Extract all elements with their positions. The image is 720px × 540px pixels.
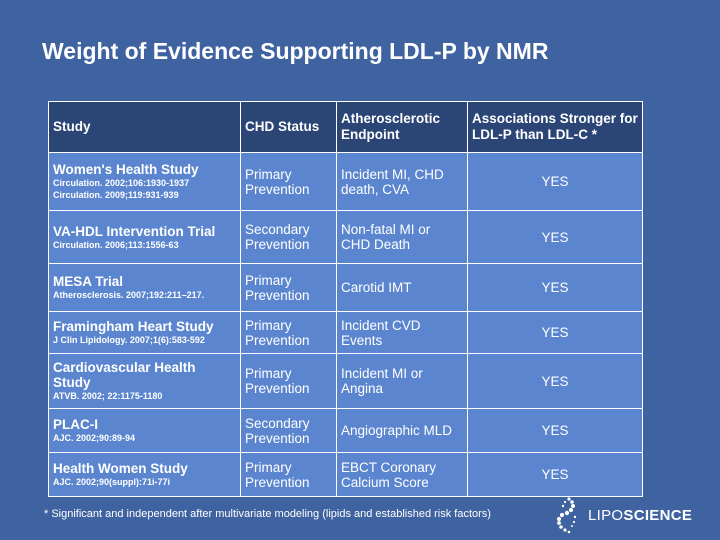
association-cell: YES (467, 353, 643, 409)
study-cell: Framingham Heart Study J Clin Lipidology… (48, 311, 241, 354)
table-row: Health Women Study AJC. 2002;90(suppl):7… (48, 452, 643, 497)
endpoint-cell: Non-fatal MI or CHD Death (336, 210, 468, 264)
table-row: Framingham Heart Study J Clin Lipidology… (48, 311, 643, 354)
study-citation: Circulation. 2009;119:931-939 (53, 190, 179, 200)
study-citation: AJC. 2002;90(suppl):71i-77i (53, 477, 171, 487)
association-cell: YES (467, 408, 643, 453)
endpoint-cell: Incident MI or Angina (336, 353, 468, 409)
table-row: VA-HDL Intervention Trial Circulation. 2… (48, 210, 643, 264)
header-endpoint: Atherosclerotic Endpoint (336, 101, 468, 153)
logo-text-light: LIPO (588, 507, 624, 524)
chd-status-cell: Primary Prevention (240, 263, 337, 312)
chd-status-cell: Primary Prevention (240, 452, 337, 497)
study-name: Health Women Study (53, 461, 188, 476)
study-name: Women's Health Study (53, 162, 199, 177)
study-cell: MESA Trial Atherosclerosis. 2007;192:211… (48, 263, 241, 312)
study-name: Framingham Heart Study (53, 319, 214, 334)
chd-status-cell: Primary Prevention (240, 311, 337, 354)
header-chd-status: CHD Status (240, 101, 337, 153)
study-cell: Cardiovascular Health Study ATVB. 2002; … (48, 353, 241, 409)
chd-status-cell: Secondary Prevention (240, 408, 337, 453)
endpoint-cell: Incident MI, CHD death, CVA (336, 152, 468, 211)
table-row: Women's Health Study Circulation. 2002;1… (48, 152, 643, 211)
study-name: Cardiovascular Health Study (53, 360, 196, 390)
logo-text: LIPOSCIENCE (588, 507, 692, 524)
footnote: * Significant and independent after mult… (44, 508, 491, 520)
study-name: VA-HDL Intervention Trial (53, 223, 216, 239)
table-row: MESA Trial Atherosclerosis. 2007;192:211… (48, 263, 643, 312)
evidence-table: Study CHD Status Atherosclerotic Endpoin… (48, 101, 643, 497)
endpoint-cell: Angiographic MLD (336, 408, 468, 453)
chd-status-cell: Primary Prevention (240, 353, 337, 409)
liposcience-logo: LIPOSCIENCE (548, 496, 698, 534)
association-cell: YES (467, 311, 643, 354)
dna-swirl-icon (557, 497, 577, 534)
chd-status-cell: Primary Prevention (240, 152, 337, 211)
table-row: PLAC-I AJC. 2002;90:89-94 Secondary Prev… (48, 408, 643, 453)
study-cell: Health Women Study AJC. 2002;90(suppl):7… (48, 452, 241, 497)
page-title: Weight of Evidence Supporting LDL-P by N… (42, 38, 549, 64)
endpoint-cell: Incident CVD Events (336, 311, 468, 354)
association-cell: YES (467, 263, 643, 312)
table-row: Cardiovascular Health Study ATVB. 2002; … (48, 353, 643, 409)
study-citation: Circulation. 2002;106:1930-1937 (53, 178, 190, 188)
association-cell: YES (467, 152, 643, 211)
association-cell: YES (467, 210, 643, 264)
association-cell: YES (467, 452, 643, 497)
study-name: MESA Trial (53, 274, 124, 289)
header-association: Associations Stronger for LDL-P than LDL… (467, 101, 643, 153)
study-citation: J Clin Lipidology. 2007;1(6):583-592 (53, 335, 205, 345)
study-citation: Atherosclerosis. 2007;192:211–217. (53, 290, 205, 300)
study-citation: ATVB. 2002; 22:1175-1180 (53, 391, 163, 401)
table-header-row: Study CHD Status Atherosclerotic Endpoin… (48, 101, 643, 153)
study-citation: Circulation. 2006;113:1556-63 (53, 239, 179, 250)
study-cell: VA-HDL Intervention Trial Circulation. 2… (48, 210, 241, 264)
header-study: Study (48, 101, 241, 153)
endpoint-cell: EBCT Coronary Calcium Score (336, 452, 468, 497)
logo-text-bold: SCIENCE (623, 507, 693, 524)
study-name: PLAC-I (53, 417, 98, 432)
study-citation: AJC. 2002;90:89-94 (53, 433, 136, 443)
study-cell: PLAC-I AJC. 2002;90:89-94 (48, 408, 241, 453)
study-cell: Women's Health Study Circulation. 2002;1… (48, 152, 241, 211)
endpoint-cell: Carotid IMT (336, 263, 468, 312)
chd-status-cell: Secondary Prevention (240, 210, 337, 264)
